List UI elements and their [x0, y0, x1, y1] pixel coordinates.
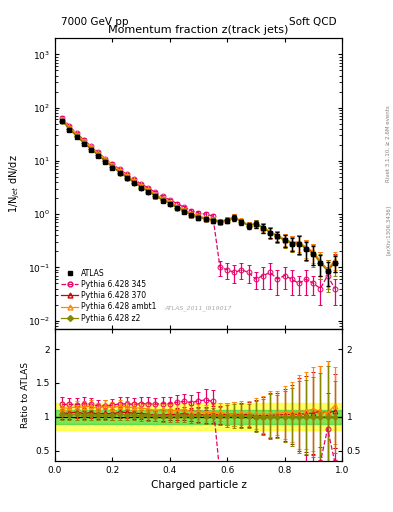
Y-axis label: Ratio to ATLAS: Ratio to ATLAS	[21, 362, 30, 428]
Title: Momentum fraction z(track jets): Momentum fraction z(track jets)	[108, 25, 288, 35]
X-axis label: Charged particle z: Charged particle z	[151, 480, 246, 490]
Legend: ATLAS, Pythia 6.428 345, Pythia 6.428 370, Pythia 6.428 ambt1, Pythia 6.428 z2: ATLAS, Pythia 6.428 345, Pythia 6.428 37…	[59, 266, 159, 325]
Text: Rivet 3.1.10, ≥ 2.6M events: Rivet 3.1.10, ≥ 2.6M events	[386, 105, 391, 182]
Text: ATLAS_2011_I919017: ATLAS_2011_I919017	[165, 306, 232, 311]
Text: 7000 GeV pp: 7000 GeV pp	[61, 17, 128, 27]
Text: [arXiv:1306.3436]: [arXiv:1306.3436]	[386, 205, 391, 255]
Y-axis label: 1/N$_{jet}$ dN/dz: 1/N$_{jet}$ dN/dz	[8, 154, 22, 213]
Text: Soft QCD: Soft QCD	[288, 17, 336, 27]
